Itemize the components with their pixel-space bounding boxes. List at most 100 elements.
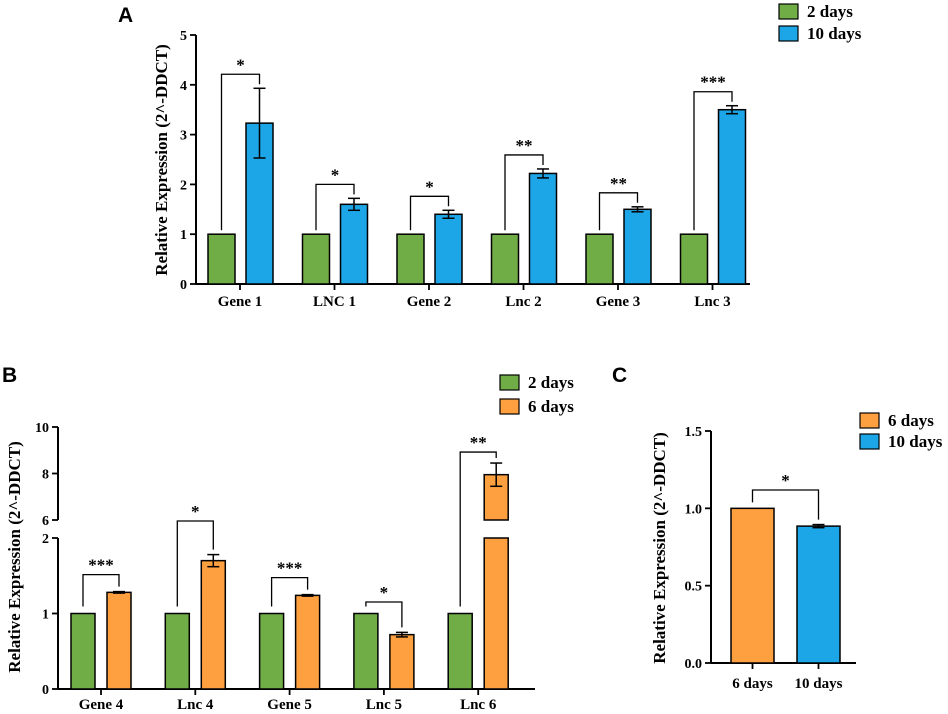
y-tick-label: 1 — [42, 608, 49, 623]
bar-10-days — [339, 203, 369, 285]
significance-label: *** — [700, 73, 726, 92]
y-tick-label: 0.5 — [685, 580, 703, 595]
x-tick-label: Gene 3 — [596, 294, 641, 310]
significance-label: *** — [277, 559, 303, 578]
error-bar — [301, 593, 314, 597]
error-bar — [812, 523, 825, 529]
error-bar — [113, 590, 125, 594]
significance-bracket: * — [220, 55, 261, 231]
significance-label: *** — [88, 556, 114, 575]
y-tick-label: 0 — [42, 683, 49, 698]
panel-b-chart: 0 1 2 6 8 10 Relative Expression (2^-DDCT) Gene… — [5, 373, 574, 713]
significance-bracket: *** — [270, 559, 309, 607]
bar-2-days — [164, 612, 191, 690]
error-bar — [395, 631, 408, 638]
x-tick-label: 10 days — [795, 676, 843, 692]
significance-label: * — [425, 177, 434, 196]
legend-label: 6 days — [528, 397, 574, 416]
bar-2-days — [258, 612, 285, 690]
significance-label: ** — [516, 136, 533, 155]
bar-10-days — [717, 108, 747, 285]
y-tick-label: 10 — [35, 421, 49, 436]
bar-2-days — [679, 233, 709, 285]
legend-swatch — [778, 25, 799, 42]
panel-label-b: B — [2, 364, 17, 387]
error-bar — [537, 168, 549, 179]
panel-label-a: A — [118, 4, 133, 27]
bar-6-days — [294, 594, 321, 690]
y-tick-label: 0.0 — [685, 657, 703, 672]
significance-bracket: ** — [459, 433, 497, 607]
y-tick-label: 1 — [180, 228, 187, 243]
significance-bracket: ** — [504, 136, 544, 231]
bar-10-days — [528, 172, 558, 285]
legend-swatch — [499, 398, 520, 415]
significance-bracket: * — [751, 471, 820, 520]
significance-label: ** — [470, 433, 487, 452]
axis-break-gap — [482, 521, 511, 537]
error-bar — [631, 206, 644, 213]
significance-label: * — [781, 471, 790, 490]
legend-label: 10 days — [807, 24, 862, 43]
panel-label-c: C — [612, 364, 627, 387]
error-bar — [442, 209, 455, 220]
x-tick-label: Lnc 4 — [177, 697, 214, 713]
bar-6-days-lower — [483, 537, 509, 690]
y-tick-label: 1.5 — [685, 425, 703, 440]
bar-10-days — [796, 525, 841, 664]
bar-6-days — [106, 591, 132, 690]
bar-2-days — [490, 233, 520, 285]
x-tick-label: Gene 2 — [407, 294, 452, 310]
y-axis-label: Relative Expression (2^-DDCT) — [5, 441, 24, 673]
y-axis-label: Relative Expression (2^-DDCT) — [650, 432, 669, 664]
significance-bracket: * — [315, 165, 355, 231]
x-tick-label: Gene 5 — [267, 697, 312, 713]
panel-c-chart: 0.0 0.5 1.0 1.5 Relative Expression (2^-DDCT… — [650, 411, 943, 692]
legend-swatch — [499, 374, 520, 391]
significance-bracket: *** — [82, 556, 120, 607]
x-tick-label: Gene 4 — [79, 697, 124, 713]
significance-bracket: * — [409, 177, 450, 231]
significance-bracket: ** — [598, 174, 639, 231]
legend-swatch — [859, 412, 880, 429]
panel-a-chart: 0 1 2 3 4 5 Relative Expression (2^-DDCT) Gene … — [152, 2, 862, 310]
error-bar — [253, 87, 266, 159]
bar-2-days — [70, 612, 96, 690]
error-bar — [207, 553, 220, 568]
x-tick-label: Lnc 2 — [505, 294, 541, 310]
bar-2-days — [207, 233, 236, 285]
y-tick-label: 3 — [180, 129, 187, 144]
x-tick-label: Lnc 5 — [366, 697, 402, 713]
significance-label: * — [331, 165, 340, 184]
y-tick-label: 2 — [180, 178, 187, 193]
significance-label: * — [236, 55, 245, 74]
significance-label: * — [380, 583, 389, 602]
bar-2-days — [585, 233, 614, 285]
bar-2-days — [447, 612, 473, 690]
bar-6-days — [389, 633, 415, 690]
legend-label: 6 days — [888, 411, 934, 430]
x-tick-label: Lnc 3 — [694, 294, 730, 310]
legend-label: 10 days — [888, 432, 943, 451]
error-bar — [348, 197, 360, 212]
y-tick-label: 6 — [42, 514, 49, 529]
bar-2-days — [353, 612, 379, 690]
bar-10-days — [434, 213, 463, 285]
y-tick-label: 1.0 — [685, 502, 703, 517]
bar-2-days — [396, 233, 425, 285]
significance-bracket: * — [365, 583, 403, 628]
legend-label: 2 days — [807, 2, 853, 21]
bar-2-days — [301, 233, 331, 285]
bar-6-days — [200, 559, 227, 690]
significance-label: * — [191, 502, 200, 521]
y-axis-label: Relative Expression (2^-DDCT) — [152, 44, 171, 276]
legend-label: 2 days — [528, 373, 574, 392]
error-bar — [726, 104, 738, 115]
significance-bracket: * — [176, 502, 214, 607]
x-tick-label: Gene 1 — [218, 294, 263, 310]
y-tick-label: 0 — [180, 278, 187, 293]
bar-10-days — [623, 208, 652, 285]
significance-bracket: *** — [693, 73, 733, 231]
significance-label: ** — [610, 174, 627, 193]
